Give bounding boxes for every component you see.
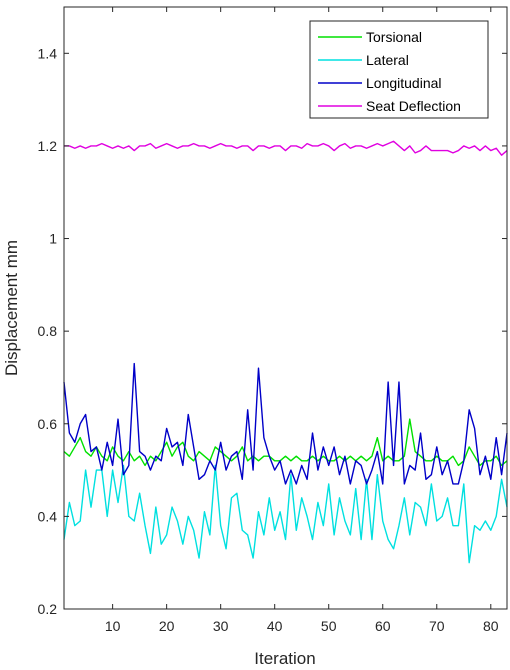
series-line-seat-deflection: [64, 140, 508, 156]
series-layer: [63, 140, 508, 564]
y-tick-label: 0.4: [38, 508, 58, 524]
x-tick-label: 80: [483, 618, 499, 634]
y-axis-label: Displacement mm: [2, 240, 21, 376]
series-line-longitudinal: [63, 362, 508, 485]
legend: Torsional Lateral Longitudinal Seat Deflect…: [309, 20, 489, 119]
x-tick-label: 30: [213, 618, 229, 634]
legend-label-seat-deflection: Seat Deflection: [366, 98, 461, 114]
plot-frame: [63, 6, 508, 610]
x-tick-label: 60: [375, 618, 391, 634]
legend-label-torsional: Torsional: [366, 29, 422, 45]
series-line-torsional: [63, 418, 508, 467]
tick-layer: [64, 7, 507, 610]
series-line-lateral: [63, 464, 508, 564]
y-tick-label: 1: [49, 231, 57, 247]
x-tick-label: 10: [105, 618, 121, 634]
x-tick-label: 50: [321, 618, 337, 634]
y-tick-label: 0.2: [38, 601, 58, 617]
x-tick-label: 20: [159, 618, 175, 634]
y-tick-label: 0.6: [38, 416, 58, 432]
legend-label-longitudinal: Longitudinal: [366, 75, 442, 91]
y-tick-label: 1.4: [38, 45, 58, 61]
tick-label-layer: 10 20 30 40 50 60 70 80 0.2 0.4 0.6 0.8 1 1.2 1.4: [38, 45, 499, 634]
x-axis-label: Iteration: [254, 649, 315, 668]
legend-label-lateral: Lateral: [366, 52, 409, 68]
y-tick-label: 1.2: [38, 138, 58, 154]
x-tick-label: 40: [267, 618, 283, 634]
x-tick-label: 70: [429, 618, 445, 634]
y-tick-label: 0.8: [38, 323, 58, 339]
